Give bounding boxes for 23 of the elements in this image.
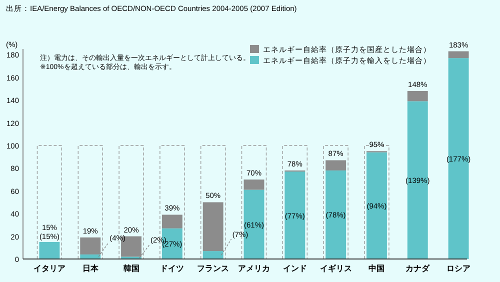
x-tick-label: 韓国 xyxy=(123,264,140,273)
x-tick-label: インド xyxy=(282,264,307,273)
bar xyxy=(407,101,428,259)
x-tick-label: ドイツ xyxy=(160,264,184,273)
x-tick-label: ロシア xyxy=(446,264,471,273)
x-tick-label: フランス xyxy=(197,264,230,273)
bar xyxy=(448,51,469,58)
bar xyxy=(326,170,346,259)
x-tick-label: 中国 xyxy=(368,264,385,273)
x-tick-label: 日本 xyxy=(82,264,100,273)
bar xyxy=(244,180,264,190)
x-tick-label: カナダ xyxy=(406,264,431,273)
x-tick-label: イギリス xyxy=(320,264,352,273)
x-tick-label: イタリア xyxy=(33,264,66,273)
bar xyxy=(448,58,469,259)
x-tick-label: アメリカ xyxy=(238,264,270,273)
bar xyxy=(39,242,60,259)
bar xyxy=(366,152,387,259)
bar xyxy=(284,172,306,259)
bar xyxy=(407,91,428,102)
bar xyxy=(326,160,346,170)
bar xyxy=(202,251,224,259)
bar xyxy=(162,214,182,228)
